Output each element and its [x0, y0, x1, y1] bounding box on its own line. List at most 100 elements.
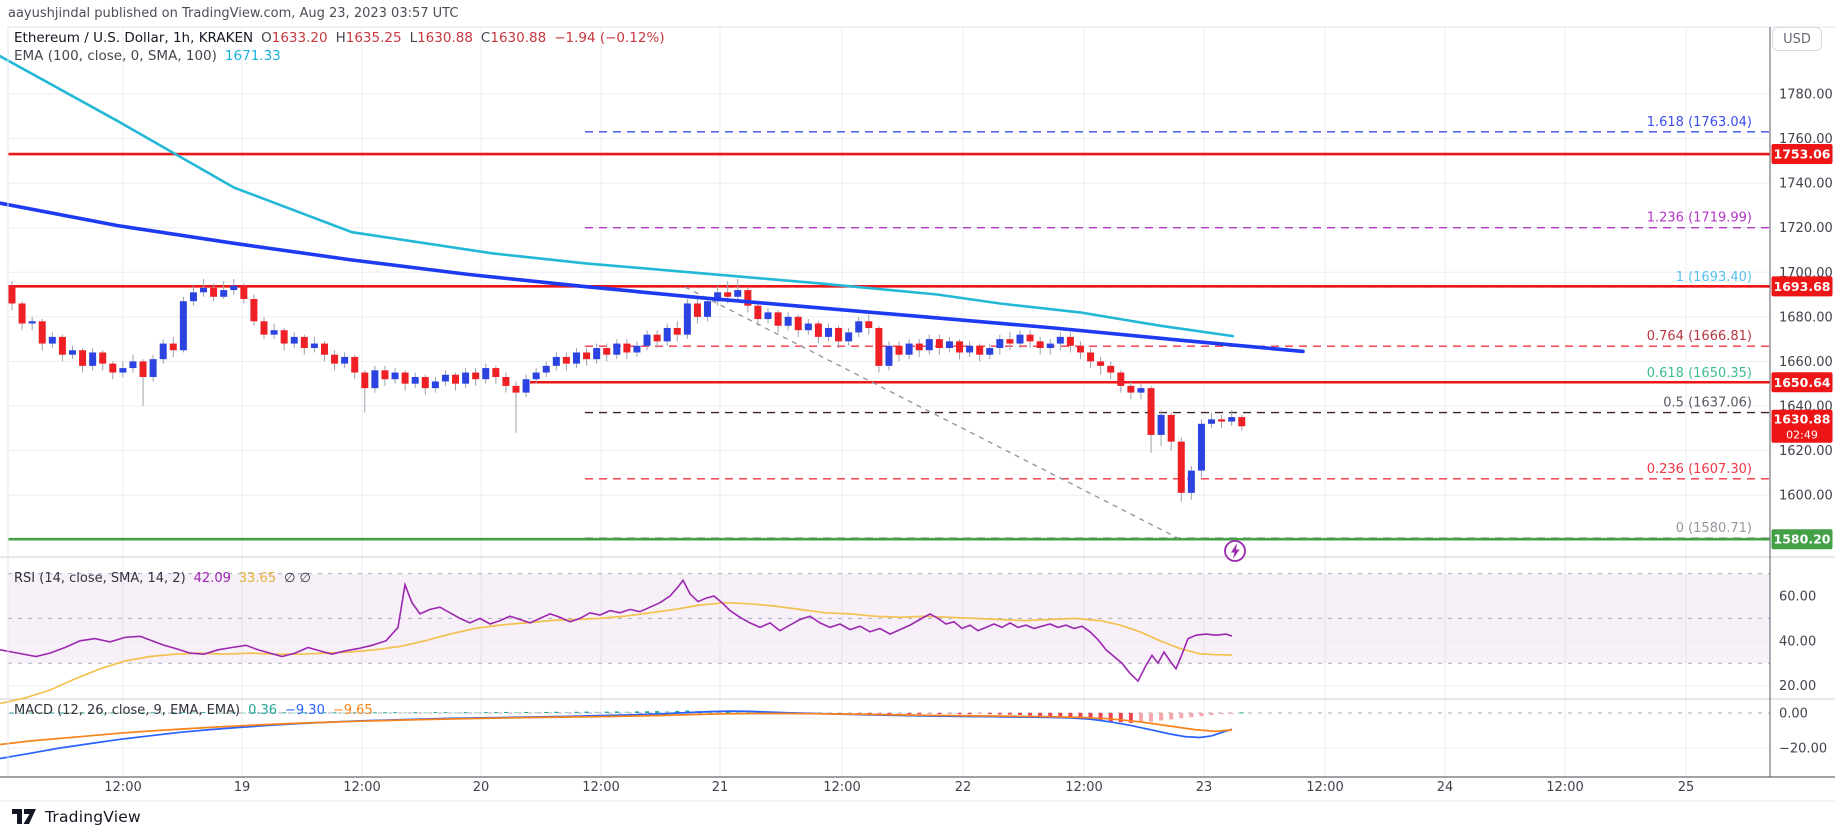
candle [734, 290, 742, 297]
macd-hist-bar [302, 712, 307, 714]
candle [129, 361, 137, 369]
svg-text:02:49: 02:49 [1786, 428, 1818, 441]
macd-hist-bar [100, 712, 105, 714]
macd-hist-bar [352, 712, 357, 714]
candle [260, 321, 268, 335]
candle [623, 343, 631, 353]
candle [441, 374, 449, 382]
price-axis-tick: 1620.00 [1779, 444, 1833, 459]
macd-hist-bar [645, 711, 650, 713]
symbol-legend[interactable]: Ethereum / U.S. Dollar, 1h, KRAKEN O1633… [14, 30, 665, 46]
candle [280, 330, 288, 344]
rsi-sma-line [0, 601, 1233, 705]
candle [935, 339, 943, 349]
macd-hist-bar [655, 711, 660, 713]
candle [189, 292, 197, 302]
ema-legend[interactable]: EMA (100, close, 0, SMA, 100) 1671.33 [14, 48, 281, 64]
candle [331, 354, 339, 364]
candle [774, 312, 782, 326]
candle [1117, 372, 1125, 386]
svg-text:1693.68: 1693.68 [1774, 279, 1831, 294]
event-marker-icon[interactable] [1224, 540, 1246, 562]
price-tag[interactable]: 1753.06 [1771, 144, 1833, 165]
macd-hist-bar [1179, 713, 1184, 719]
macd-hist-bar [443, 712, 448, 714]
macd-legend-label: MACD (12, 26, close, 9, EMA, EMA) [14, 703, 241, 718]
macd-hist-bar [1209, 713, 1214, 716]
time-axis-label: 24 [1437, 780, 1454, 795]
price-tag[interactable]: 1650.64 [1771, 372, 1833, 393]
candle [351, 356, 359, 373]
macd-hist-bar [332, 712, 337, 714]
time-axis-label: 12:00 [343, 780, 380, 795]
candle [89, 352, 97, 366]
macd-hist-bar [987, 713, 992, 715]
candle [1218, 419, 1226, 422]
candle [915, 343, 923, 351]
macd-hist-bar [393, 712, 398, 714]
price-axis-tick: 1760.00 [1779, 132, 1833, 147]
candle [48, 336, 56, 344]
price-tag[interactable]: 1693.68 [1771, 276, 1833, 297]
macd-hist-bar [1169, 713, 1174, 720]
candle [1087, 352, 1095, 362]
macd-hist-bar [231, 712, 236, 714]
candle [472, 372, 480, 380]
candle [361, 372, 369, 389]
macd-hist-bar [110, 712, 115, 714]
time-axis-label: 22 [955, 780, 972, 795]
price-axis-tick: 1720.00 [1779, 221, 1833, 236]
candle [845, 332, 853, 342]
candle [633, 345, 641, 353]
price-tag[interactable]: 1580.20 [1771, 529, 1833, 550]
candle [996, 339, 1004, 349]
macd-hist-bar [483, 712, 488, 714]
candle [572, 352, 580, 364]
candle [482, 368, 490, 380]
macd-hist-bar [1159, 713, 1164, 721]
candle [230, 285, 238, 291]
macd-hist-bar [272, 712, 277, 714]
candle [744, 290, 752, 306]
macd-hist-bar [503, 711, 508, 713]
macd-hist-bar [191, 712, 196, 714]
macd-hist-bar [493, 712, 498, 714]
candle [1016, 334, 1024, 344]
candle [210, 287, 218, 297]
candle [1046, 343, 1054, 349]
fib-level-label: 1 (1693.40) [1676, 270, 1752, 285]
macd-hist-bar [514, 712, 518, 714]
rsi-legend[interactable]: RSI (14, close, SMA, 14, 2) 42.09 33.65 … [14, 571, 311, 586]
price-axis-tick: 1660.00 [1779, 355, 1833, 370]
macd-hist-bar [1128, 713, 1133, 723]
candle [855, 321, 863, 333]
currency-toggle-button[interactable]: USD [1772, 27, 1822, 51]
macd-hist-bar [665, 711, 670, 713]
time-axis-label: 12:00 [104, 780, 141, 795]
macd-hist-bar [957, 713, 962, 715]
candle [764, 312, 772, 320]
macd-hist-bar [997, 713, 1002, 715]
macd-hist-bar [1098, 713, 1103, 721]
macd-hist-bar [1018, 713, 1022, 715]
candle [552, 356, 560, 366]
tradingview-brand-text: TradingView [45, 807, 141, 826]
macd-line-value: −9.30 [285, 703, 325, 718]
price-tag[interactable]: 1630.88 02:49 [1771, 409, 1833, 443]
macd-legend[interactable]: MACD (12, 26, close, 9, EMA, EMA) 0.36 −… [14, 703, 373, 718]
rsi-empty-values: ∅ ∅ [284, 571, 311, 586]
candle [492, 368, 500, 377]
macd-hist-bar [362, 712, 367, 714]
candle [945, 341, 953, 349]
candle [1228, 417, 1236, 422]
macd-hist-bar [1068, 713, 1073, 719]
macd-hist-bar [907, 713, 912, 714]
candle [653, 334, 661, 342]
macd-hist-bar [463, 712, 468, 714]
macd-hist-bar [70, 712, 75, 714]
candle [512, 385, 520, 393]
tradingview-logo-icon [12, 809, 36, 824]
macd-hist-bar [624, 711, 629, 713]
rsi-sma-value: 33.65 [238, 571, 277, 586]
